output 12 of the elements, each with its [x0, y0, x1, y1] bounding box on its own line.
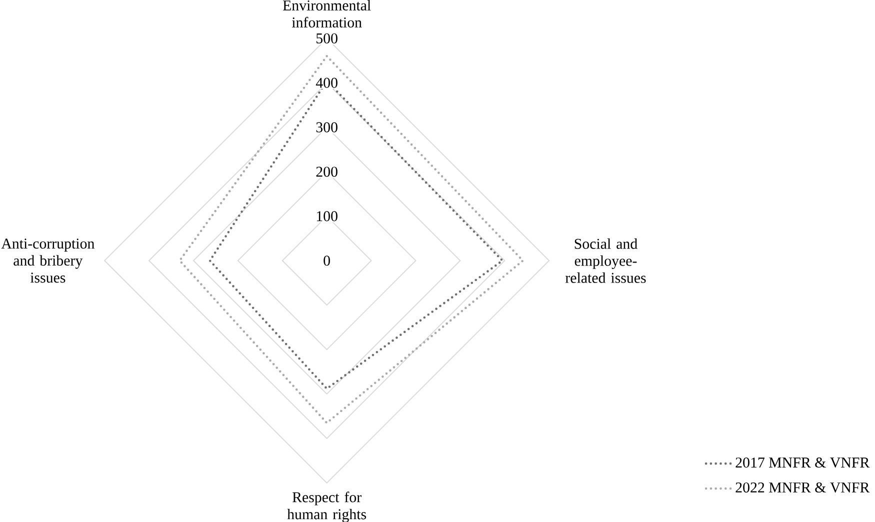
y-tick-label: 400 [316, 78, 338, 88]
spoke-label: Respect for human rights [287, 491, 366, 522]
y-tick-label: 200 [316, 166, 338, 177]
spoke-label: Environmental information [282, 0, 371, 28]
y-tick-label: 0 [324, 255, 330, 266]
legend-label: 2017 MNFR & VNFR [736, 457, 870, 468]
legend-label: 2022 MNFR & VNFR [736, 482, 870, 492]
y-tick-label: 500 [316, 33, 338, 44]
y-tick-label: 300 [316, 122, 338, 132]
y-tick-label: 100 [316, 210, 338, 222]
spoke-label: Social and employee-related issues [565, 238, 646, 283]
spoke-label: Anti-corruption and bribery issues [1, 238, 94, 282]
